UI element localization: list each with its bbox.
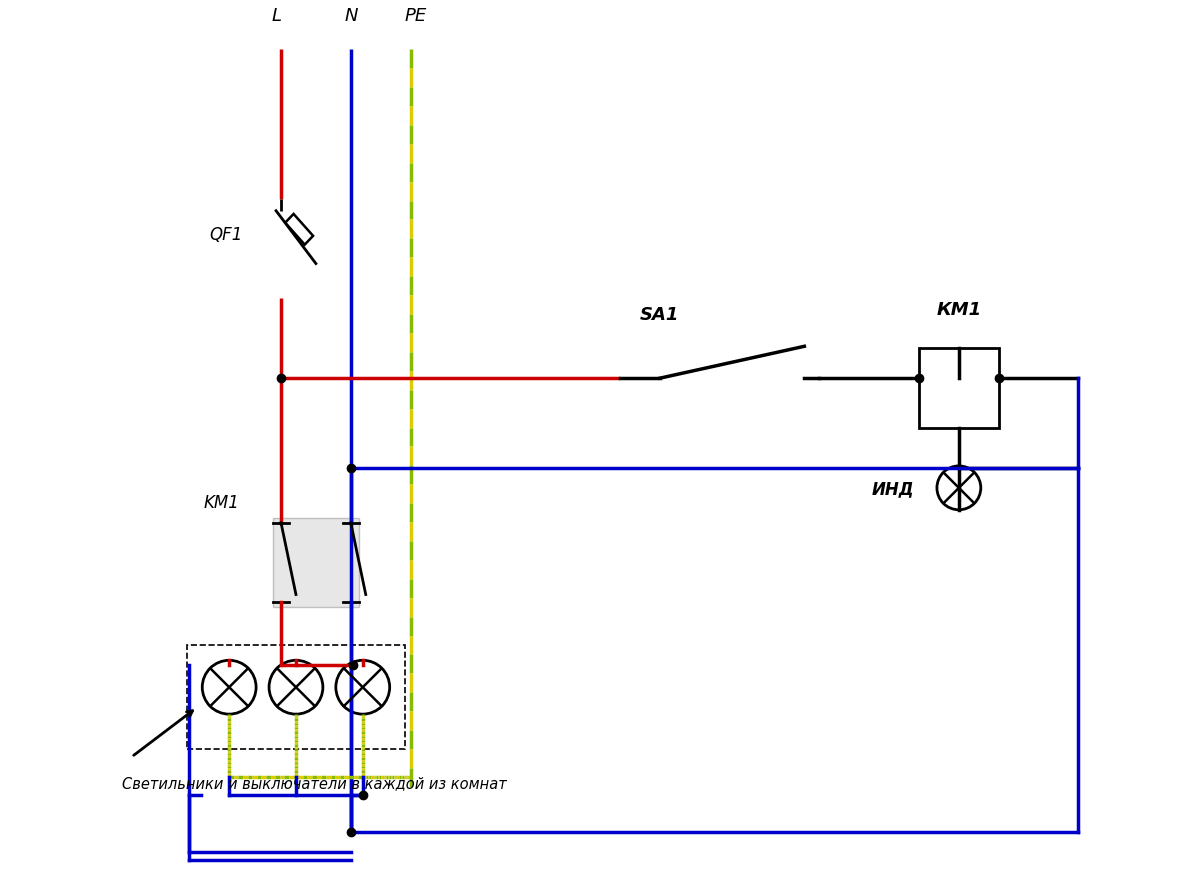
Bar — [274, 518, 359, 608]
Text: ИНД: ИНД — [871, 479, 914, 497]
Text: N: N — [344, 7, 358, 25]
Text: SA1: SA1 — [640, 306, 679, 324]
Text: Светильники и выключатели в каждой из комнат: Светильники и выключатели в каждой из ко… — [121, 775, 506, 790]
Text: PE: PE — [404, 7, 427, 25]
Text: КМ1: КМ1 — [936, 301, 982, 319]
Text: KM1: KM1 — [203, 493, 239, 511]
Text: L: L — [271, 7, 281, 25]
Bar — [187, 645, 404, 749]
Text: QF1: QF1 — [210, 226, 242, 243]
Bar — [919, 349, 998, 428]
